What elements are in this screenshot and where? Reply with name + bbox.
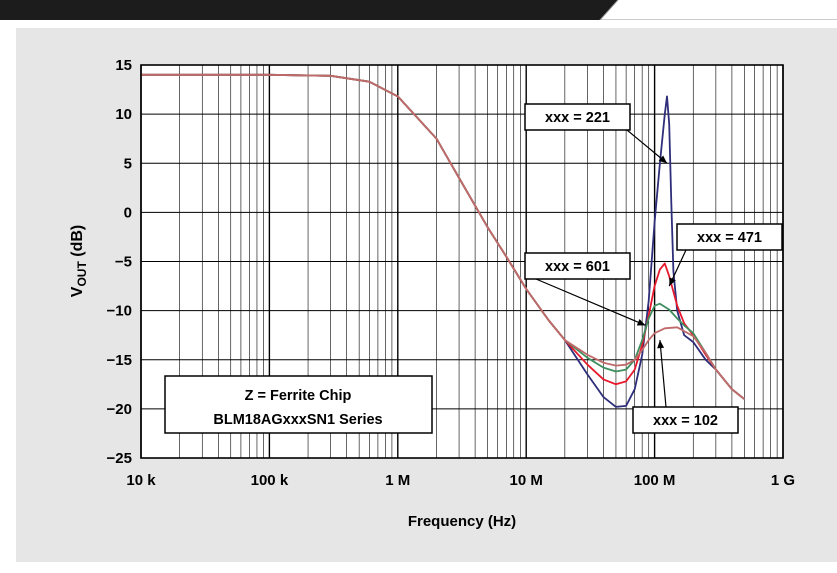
annotation-box <box>524 103 631 131</box>
y-tick-label: 15 <box>115 57 132 74</box>
arrowhead-icon <box>636 319 646 326</box>
annotations: xxx = 221 xxx = 471 xxx = 601 xxx = 102 <box>524 103 783 434</box>
y-tick-label: 0 <box>124 204 132 221</box>
annotation-callout: xxx = 221 <box>524 103 668 164</box>
y-tick-label: −10 <box>107 303 132 320</box>
x-axis-label: Frequency (Hz) <box>408 513 516 530</box>
y-tick-label: 5 <box>124 155 132 172</box>
annotation-callout: xxx = 102 <box>632 340 739 434</box>
annotation-arrow <box>535 278 646 326</box>
chart-panel: 15 10 5 0 −5 −10 −15 −20 −25 10 k 100 k 1 M 10 M 100… <box>16 28 837 562</box>
x-tick-label: 1 G <box>771 472 795 489</box>
arrowhead-icon <box>669 277 676 287</box>
annotation-label: xxx = 102 <box>653 413 718 429</box>
annotation-callout: xxx = 471 <box>668 223 783 287</box>
annotation-box <box>632 406 739 434</box>
annotation-label: xxx = 471 <box>697 230 762 246</box>
x-tick-label: 100 k <box>251 472 289 489</box>
x-tick-label: 10 M <box>510 472 543 489</box>
annotation-label: xxx = 601 <box>545 259 610 275</box>
annotation-arrow <box>626 129 668 164</box>
arrowhead-icon <box>657 340 665 349</box>
arrowhead-icon <box>658 155 668 164</box>
legend-line-2: BLM18AGxxxSN1 Series <box>213 412 382 428</box>
plot-frame <box>140 64 784 459</box>
y-tick-label: −25 <box>107 450 132 467</box>
x-tick-label: 10 k <box>126 472 156 489</box>
y-tick-label: −15 <box>107 352 132 369</box>
series-group <box>141 73 745 408</box>
frequency-response-chart: 15 10 5 0 −5 −10 −15 −20 −25 10 k 100 k 1 M 10 M 100… <box>69 57 795 530</box>
annotation-label: xxx = 221 <box>545 110 610 126</box>
annotation-callout: xxx = 601 <box>524 252 646 326</box>
y-axis-label: VOUT (dB) <box>69 225 89 297</box>
legend-line-1: Z = Ferrite Chip <box>245 388 352 404</box>
series-line-4 <box>141 73 745 400</box>
y-tick-labels: 15 10 5 0 −5 −10 −15 −20 −25 <box>107 57 132 467</box>
annotation-arrow <box>659 340 667 408</box>
header-bar <box>0 0 837 20</box>
y-tick-label: −20 <box>107 401 132 418</box>
x-tick-label: 100 M <box>634 472 676 489</box>
y-tick-label: −5 <box>115 254 132 271</box>
annotation-box <box>676 223 783 251</box>
annotation-box <box>524 252 631 280</box>
x-tick-label: 1 M <box>385 472 410 489</box>
x-tick-labels: 10 k 100 k 1 M 10 M 100 M 1 G <box>126 472 795 489</box>
legend-box: Z = Ferrite Chip BLM18AGxxxSN1 Series <box>164 375 433 434</box>
y-tick-label: 10 <box>115 106 132 123</box>
